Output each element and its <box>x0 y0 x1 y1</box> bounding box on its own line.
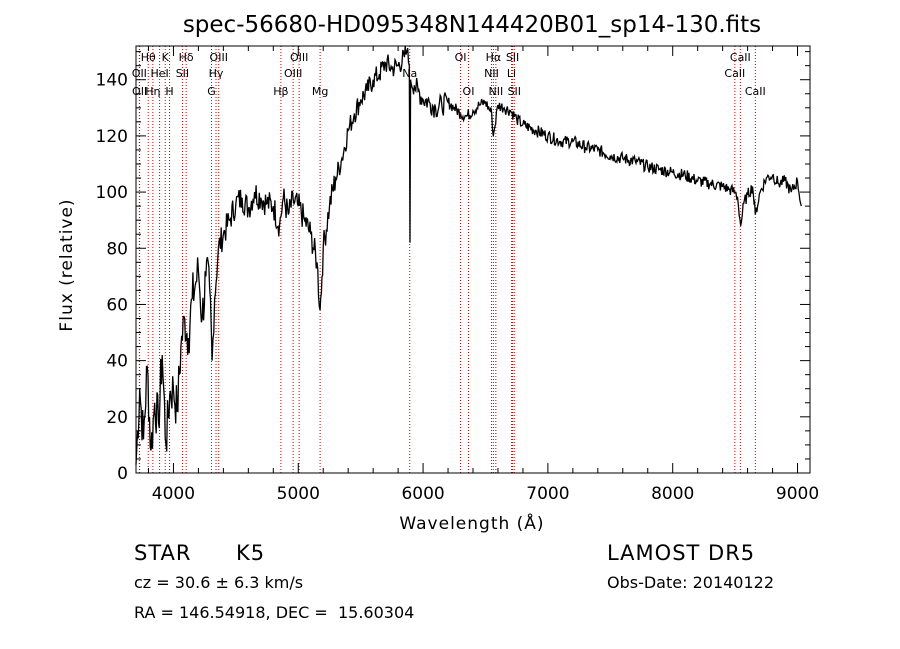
y-tick-label: 60 <box>106 295 128 315</box>
spectral-marker-label: OII <box>132 67 147 80</box>
spectral-subclass: K5 <box>236 541 266 565</box>
x-tick-label: 6000 <box>401 484 444 504</box>
x-tick-label: 8000 <box>651 484 694 504</box>
x-tick-label: 9000 <box>776 484 819 504</box>
survey-name: LAMOST DR5 <box>607 541 756 565</box>
spectral-marker-label: NII <box>484 67 499 80</box>
spectral-marker-label: K <box>162 51 170 64</box>
spectral-marker-label: OIII <box>284 67 302 80</box>
spectral-line-markers <box>138 46 756 473</box>
spectral-marker-label: Hβ <box>273 85 288 98</box>
y-tick-label: 0 <box>117 464 128 484</box>
y-tick-label: 120 <box>96 127 128 147</box>
spectral-marker-label: Mg <box>312 85 328 98</box>
observation-date: Obs-Date: 20140122 <box>607 573 775 592</box>
spectral-marker-label: NII <box>488 85 503 98</box>
spectral-marker-label: SII <box>506 51 519 64</box>
x-tick-label: 7000 <box>526 484 569 504</box>
x-tick-label: 5000 <box>277 484 320 504</box>
x-tick-label: 4000 <box>152 484 195 504</box>
spectral-marker-label: CaII <box>745 85 766 98</box>
y-axis-ticks: 0 20 40 60 80 100 120 140 <box>96 51 810 484</box>
y-tick-label: 20 <box>106 408 128 428</box>
object-type: STAR <box>134 541 192 565</box>
spectral-marker-label: Hθ <box>141 51 156 64</box>
y-tick-label: 80 <box>106 239 128 259</box>
spectral-marker-label: SII <box>508 85 521 98</box>
spectral-marker-label: Hα <box>486 51 502 64</box>
y-tick-label: 100 <box>96 183 128 203</box>
spectrum-chart: spec-56680-HD095348N144420B01_sp14-130.f… <box>57 12 819 534</box>
y-tick-label: 40 <box>106 352 128 372</box>
spectral-marker-label: H <box>165 85 173 98</box>
spectral-marker-label: Li <box>507 67 516 80</box>
x-axis-label: Wavelength (Å) <box>399 512 544 534</box>
y-tick-label: 140 <box>96 71 128 91</box>
spectrum-line <box>135 45 802 465</box>
spectral-marker-label: Hγ <box>209 67 224 80</box>
spectral-marker-label: Hη <box>145 85 160 98</box>
redshift-velocity: cz = 30.6 ± 6.3 km/s <box>134 573 304 592</box>
spectral-marker-label: CaII <box>724 67 745 80</box>
chart-title: spec-56680-HD095348N144420B01_sp14-130.f… <box>183 12 761 38</box>
spectral-marker-label: HeI <box>150 67 168 80</box>
spectral-marker-label: CaII <box>730 51 751 64</box>
x-axis-ticks: 4000 5000 6000 7000 8000 9000 <box>147 46 819 504</box>
spectral-marker-label: OI <box>455 51 467 64</box>
spectral-marker-label: Hδ <box>179 51 194 64</box>
spectral-marker-label: G <box>207 85 216 98</box>
spectral-marker-label: SII <box>176 67 189 80</box>
y-axis-label: Flux (relative) <box>57 198 77 331</box>
spectral-marker-label: OI <box>463 85 475 98</box>
spectral-marker-label: OIII <box>210 51 228 64</box>
spectral-marker-label: OIII <box>290 51 308 64</box>
sky-coordinates: RA = 146.54918, DEC = 15.60304 <box>134 603 415 622</box>
